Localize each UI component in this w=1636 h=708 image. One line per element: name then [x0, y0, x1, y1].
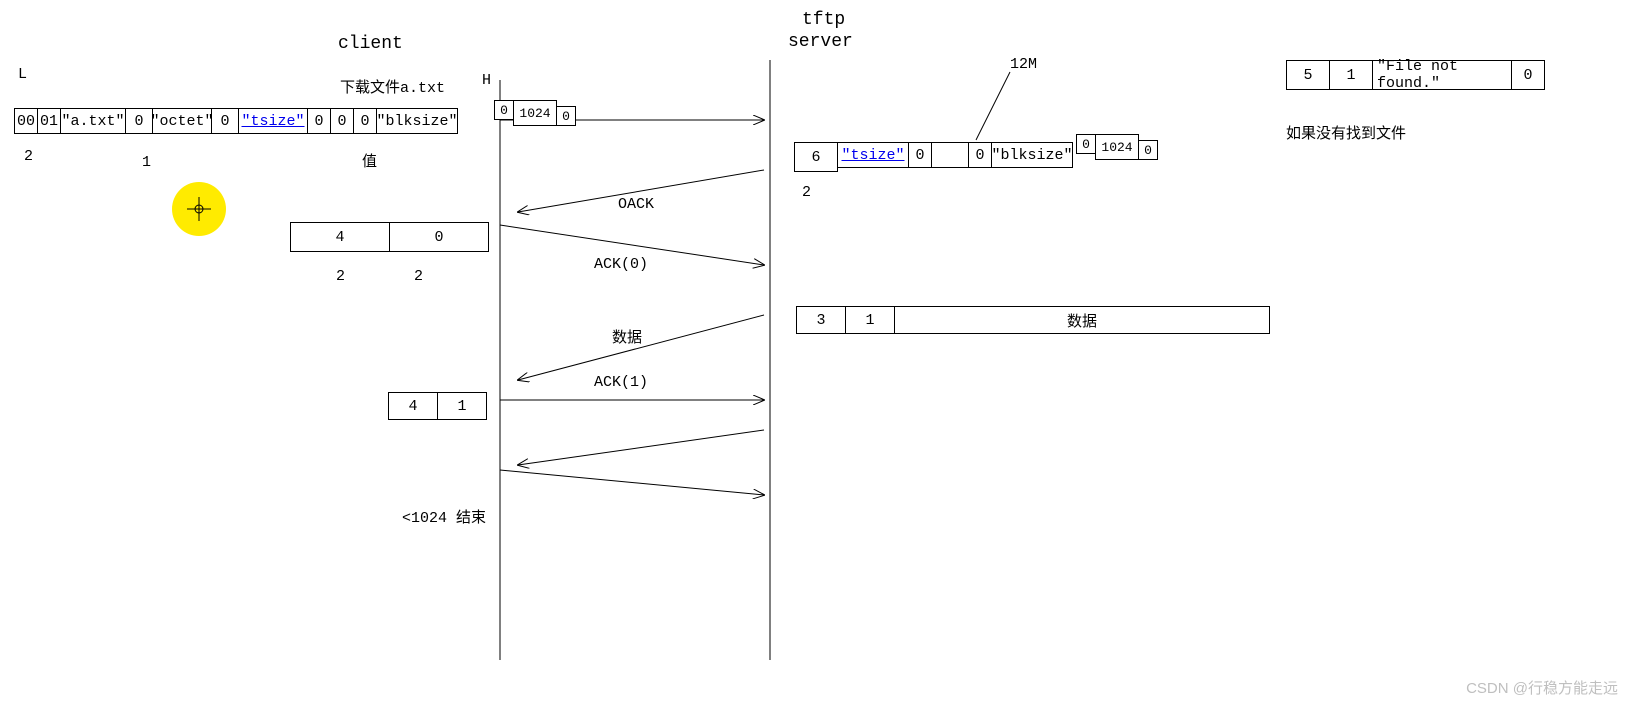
rrq-z5: 0 — [353, 108, 377, 134]
oack-12m: 12M — [1010, 56, 1037, 73]
download-label: 下载文件a.txt — [340, 76, 445, 97]
client-header: client — [338, 34, 403, 54]
oack-u2: 2 — [802, 184, 811, 201]
server-header-1: tftp — [802, 10, 845, 30]
rrq-1024: 1024 — [513, 100, 557, 126]
rrq-blksize: "blksize" — [376, 108, 458, 134]
oack-empty — [931, 142, 969, 168]
packet-oack-upper: 0 1024 0 — [1076, 134, 1158, 160]
rrq-u2: 2 — [24, 148, 33, 165]
rrq-tsize: "tsize" — [238, 108, 308, 134]
rrq-z2: 0 — [211, 108, 239, 134]
error-note: 如果没有找到文件 — [1286, 122, 1406, 143]
rrq-00: 00 — [14, 108, 38, 134]
label-end: <1024 结束 — [402, 506, 486, 527]
rrq-z1: 0 — [125, 108, 153, 134]
oack-zsup: 0 — [1076, 134, 1096, 154]
packet-rrq: 00 01 "a.txt" 0 "octet" 0 "tsize" 0 0 0 … — [14, 108, 458, 134]
rrq-zsup: 0 — [494, 100, 514, 120]
oack-blksize: "blksize" — [991, 142, 1073, 168]
rrq-z3: 0 — [307, 108, 331, 134]
error-code: 1 — [1329, 60, 1373, 90]
label-ack1: ACK(1) — [594, 374, 648, 391]
rrq-ztrail: 0 — [556, 106, 576, 126]
rrq-filename: "a.txt" — [60, 108, 126, 134]
ack0-op: 4 — [290, 222, 390, 252]
packet-rrq-upper: 0 1024 0 — [494, 100, 576, 126]
ack1-op: 4 — [388, 392, 438, 420]
rrq-uval: 值 — [362, 150, 377, 171]
marker-h: H — [482, 72, 491, 89]
rrq-z4: 0 — [330, 108, 354, 134]
cursor-highlight — [172, 182, 226, 236]
rrq-u1: 1 — [142, 154, 151, 171]
packet-data: 3 1 数据 — [796, 306, 1270, 334]
ack1-blk: 1 — [437, 392, 487, 420]
error-op: 5 — [1286, 60, 1330, 90]
oack-z1: 0 — [908, 142, 932, 168]
label-ack0: ACK(0) — [594, 256, 648, 273]
rrq-01: 01 — [37, 108, 61, 134]
oack-1024: 1024 — [1095, 134, 1139, 160]
diagram-svg — [0, 0, 1636, 708]
watermark: CSDN @行稳方能走远 — [1466, 677, 1618, 698]
packet-oack: 6 "tsize" 0 0 "blksize" — [794, 142, 1073, 172]
data-blk: 1 — [845, 306, 895, 334]
ack0-blk: 0 — [389, 222, 489, 252]
data-op: 3 — [796, 306, 846, 334]
error-z: 0 — [1511, 60, 1545, 90]
ack0-u2b: 2 — [414, 268, 423, 285]
packet-ack0: 4 0 — [290, 222, 489, 252]
label-data: 数据 — [612, 326, 642, 347]
packet-ack1: 4 1 — [388, 392, 487, 420]
oack-ztrail: 0 — [1138, 140, 1158, 160]
data-payload: 数据 — [894, 306, 1270, 334]
ack0-u2a: 2 — [336, 268, 345, 285]
oack-op: 6 — [794, 142, 838, 172]
marker-l: L — [18, 66, 27, 83]
error-msg: "File not found." — [1372, 60, 1512, 90]
oack-z2: 0 — [968, 142, 992, 168]
packet-error: 5 1 "File not found." 0 — [1286, 60, 1545, 90]
rrq-mode: "octet" — [152, 108, 212, 134]
label-oack: OACK — [618, 196, 654, 213]
oack-tsize: "tsize" — [837, 142, 909, 168]
server-header-2: server — [788, 32, 853, 52]
